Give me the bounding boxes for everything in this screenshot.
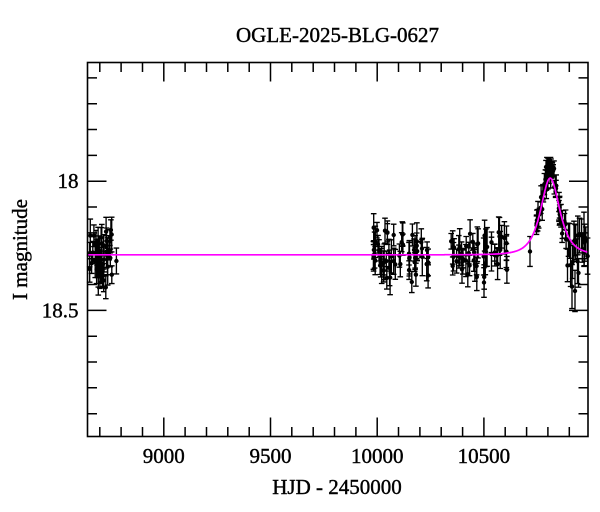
svg-text:18: 18	[58, 169, 79, 193]
svg-text:HJD - 2450000: HJD - 2450000	[272, 475, 402, 499]
svg-text:9500: 9500	[250, 444, 292, 468]
svg-text:OGLE-2025-BLG-0627: OGLE-2025-BLG-0627	[236, 23, 439, 47]
svg-text:10500: 10500	[458, 444, 511, 468]
svg-text:9000: 9000	[143, 444, 185, 468]
svg-text:10000: 10000	[351, 444, 404, 468]
svg-text:I magnitude: I magnitude	[8, 199, 32, 300]
svg-text:18.5: 18.5	[42, 298, 79, 322]
